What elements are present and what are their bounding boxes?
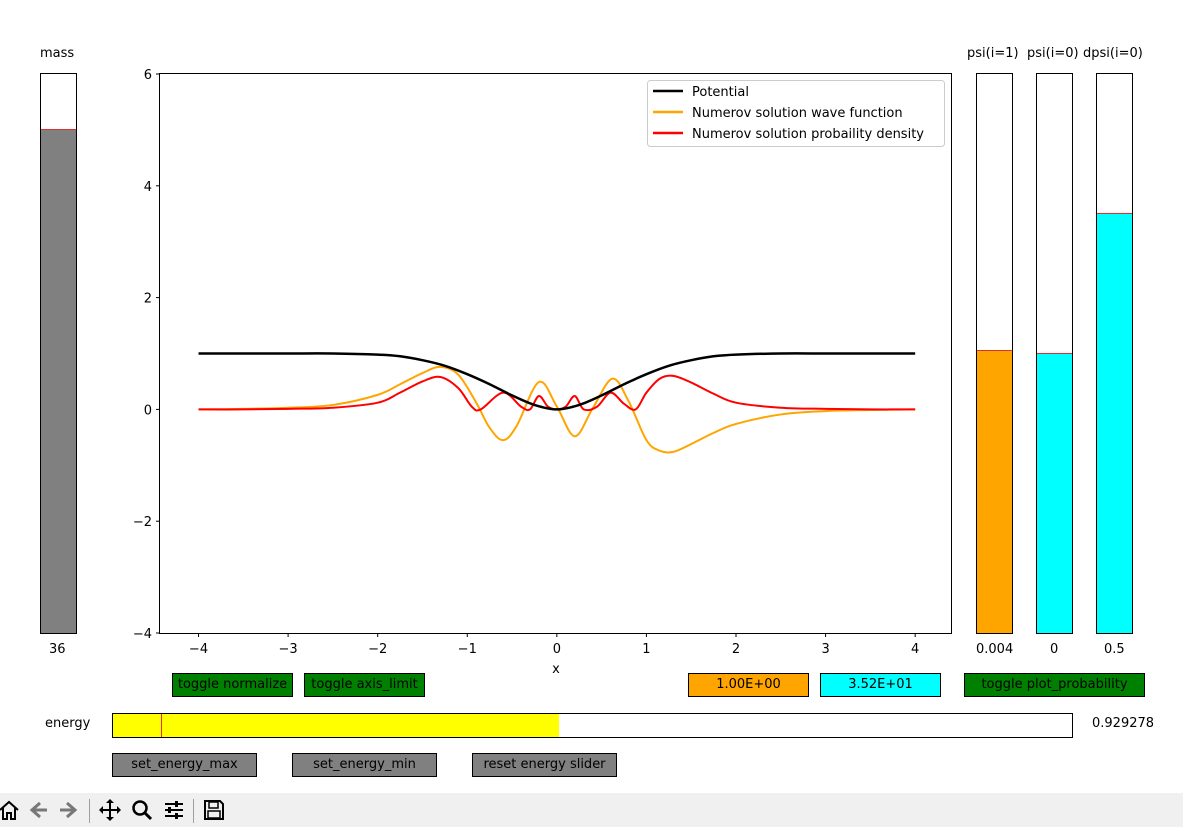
y-tick-label: −4: [133, 627, 152, 642]
legend-label: Potential: [692, 85, 749, 100]
forward-icon[interactable]: [55, 797, 81, 823]
dpsi0-slider[interactable]: [1096, 73, 1133, 634]
pan-icon[interactable]: [97, 797, 123, 823]
zoom-icon[interactable]: [129, 797, 155, 823]
x-tick-label: 2: [732, 642, 740, 657]
legend-label: Numerov solution wave function: [692, 106, 903, 121]
series-line-0: [198, 352, 916, 411]
configure-icon[interactable]: [161, 797, 187, 823]
toolbar-separator: [89, 799, 90, 823]
cyan-value-button[interactable]: 3.52E+01: [820, 673, 941, 697]
dpsi0-slider-value: 0.5: [1104, 642, 1125, 657]
psi0-slider-title: psi(i=0): [1027, 46, 1079, 61]
mass-slider-title: mass: [40, 46, 75, 61]
dpsi0-slider-marker: [1097, 212, 1132, 214]
axes-frame: [159, 73, 952, 634]
psi1-slider-marker: [977, 349, 1012, 351]
psi0-slider-marker: [1037, 352, 1072, 354]
psi0-slider[interactable]: [1036, 73, 1073, 634]
x-axis-label: x: [552, 662, 560, 677]
dpsi0-slider-fill: [1097, 213, 1132, 633]
energy-slider-value: 0.929278: [1092, 716, 1155, 731]
toolbar-separator: [193, 799, 194, 823]
mass-slider-value: 36: [49, 642, 66, 657]
mass-slider-fill: [41, 129, 76, 633]
psi1-slider-fill: [977, 350, 1012, 633]
toggle-axis-limit-button[interactable]: toggle axis_limit: [304, 673, 425, 697]
set-energy-max-button[interactable]: set_energy_max: [112, 753, 257, 777]
x-tick-label: −1: [458, 642, 477, 657]
wavefunction-chart: −4 −3 −2 −1 0 1 2 3 4 −4 −2 0 2 4 6 x Potential Numerov…: [133, 68, 952, 677]
energy-slider-fill: [113, 714, 559, 737]
back-icon[interactable]: [26, 797, 52, 823]
x-tick-label: 4: [911, 642, 919, 657]
psi0-slider-value: 0: [1050, 642, 1059, 657]
psi1-slider-value: 0.004: [976, 642, 1014, 657]
psi0-slider-fill: [1037, 353, 1072, 633]
energy-slider-marker: [160, 714, 162, 737]
x-tick-label: −4: [189, 642, 208, 657]
mass-slider-marker: [41, 128, 76, 130]
toggle-plot-probability-button[interactable]: toggle plot_probability: [964, 673, 1145, 697]
dpsi0-slider-title: dpsi(i=0): [1083, 46, 1143, 61]
reset-energy-slider-button[interactable]: reset energy slider: [472, 753, 617, 777]
home-icon[interactable]: [0, 797, 22, 823]
x-tick-label: 3: [821, 642, 829, 657]
y-tick-label: 6: [144, 68, 152, 83]
set-energy-min-button[interactable]: set_energy_min: [292, 753, 437, 777]
psi1-slider-title: psi(i=1): [967, 46, 1019, 61]
toggle-normalize-button[interactable]: toggle normalize: [172, 673, 293, 697]
mass-slider[interactable]: [40, 73, 77, 634]
y-tick-label: 0: [144, 403, 152, 418]
orange-value-button[interactable]: 1.00E+00: [688, 673, 809, 697]
energy-slider-label: energy: [45, 716, 91, 731]
legend-label: Numerov solution probaility density: [692, 127, 924, 142]
x-tick-label: −2: [368, 642, 387, 657]
series-line-1: [198, 365, 916, 454]
save-icon[interactable]: [201, 797, 227, 823]
energy-slider[interactable]: [112, 713, 1073, 738]
chart-legend: Potential Numerov solution wave function N…: [647, 80, 945, 147]
psi1-slider[interactable]: [976, 73, 1013, 634]
y-tick-label: 2: [144, 292, 152, 307]
x-tick-label: 1: [642, 642, 650, 657]
x-tick-label: 0: [553, 642, 561, 657]
navigation-toolbar: [0, 793, 1183, 827]
x-tick-label: −3: [279, 642, 298, 657]
y-tick-label: −2: [133, 515, 152, 530]
y-tick-label: 4: [144, 180, 152, 195]
